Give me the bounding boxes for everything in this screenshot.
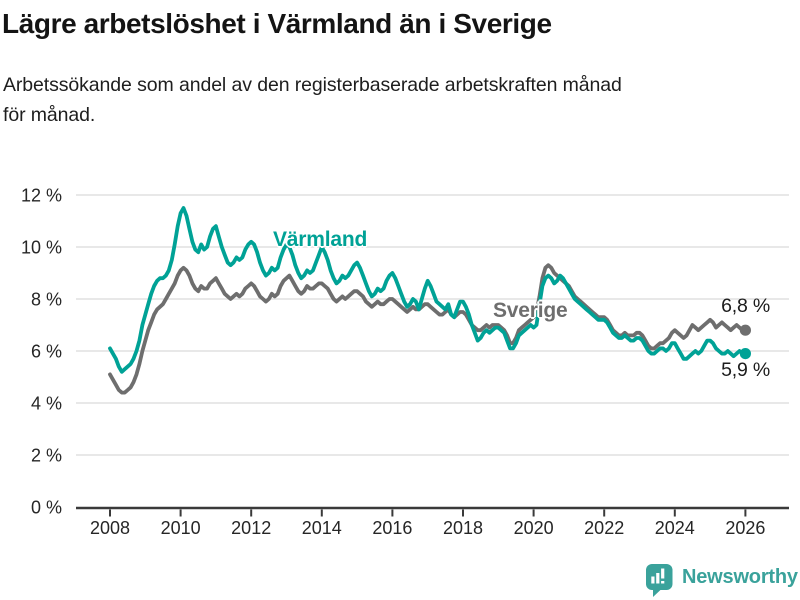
- series-label-sverige: Sverige: [493, 299, 568, 322]
- series-label-varmland: Värmland: [273, 228, 368, 251]
- y-tick-label: 0 %: [31, 498, 62, 518]
- y-tick-label: 6 %: [31, 342, 62, 362]
- x-tick-label: 2024: [655, 518, 695, 538]
- x-tick-label: 2018: [443, 518, 483, 538]
- chart-bubble-icon: [646, 564, 673, 597]
- series-end-dot-värmland: [739, 348, 752, 360]
- end-value-label-varmland: 5,9 %: [721, 359, 770, 381]
- series-line-sverige: [108, 263, 748, 395]
- y-tick-label: 8 %: [31, 290, 62, 310]
- series-end-dot-sverige: [739, 324, 752, 336]
- page-title: Lägre arbetslöshet i Värmland än i Sveri…: [2, 8, 552, 39]
- y-tick-label: 4 %: [31, 394, 62, 414]
- x-tick-label: 2020: [514, 518, 554, 538]
- y-tick-label: 2 %: [31, 446, 62, 466]
- end-value-label-sverige: 6,8 %: [721, 295, 770, 317]
- x-tick-label: 2016: [372, 518, 412, 538]
- subtitle-line-1: Arbetssökande som andel av den registerb…: [3, 74, 622, 96]
- x-tick-label: 2010: [161, 518, 201, 538]
- newsworthy-wordmark: Newsworthy: [682, 566, 798, 588]
- y-tick-label: 10 %: [21, 238, 62, 258]
- subtitle-line-2: för månad.: [3, 104, 96, 126]
- x-tick-label: 2014: [302, 518, 342, 538]
- series-line-värmland: [108, 206, 748, 374]
- x-tick-label: 2012: [231, 518, 271, 538]
- page-subtitle: Arbetssökande som andel av den registerb…: [3, 70, 793, 130]
- newsworthy-logo: Newsworthy: [645, 563, 798, 598]
- x-tick-label: 2022: [584, 518, 624, 538]
- y-tick-label: 12 %: [21, 186, 62, 206]
- x-tick-label: 2008: [90, 518, 130, 538]
- x-tick-label: 2026: [725, 518, 765, 538]
